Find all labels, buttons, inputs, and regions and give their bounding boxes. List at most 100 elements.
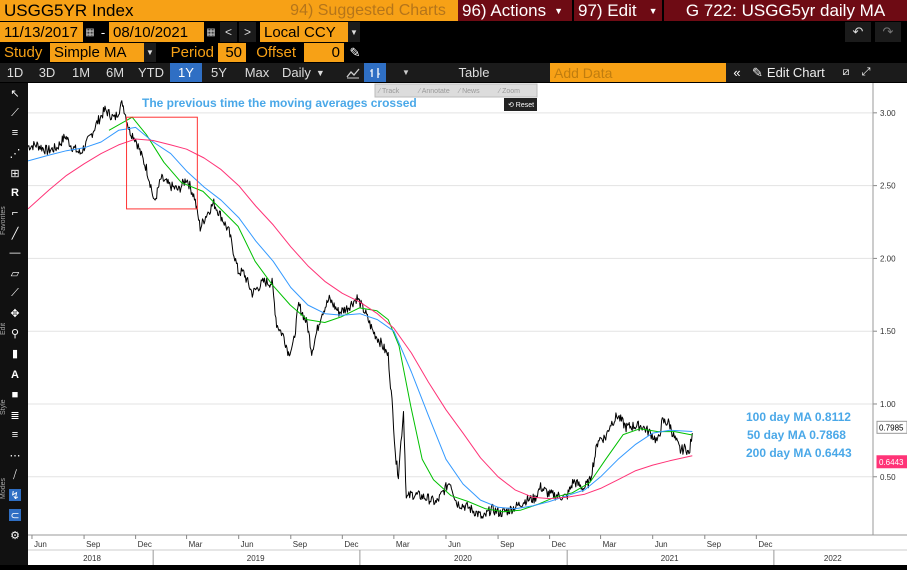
trend-icon[interactable]: ⋰ bbox=[9, 147, 21, 160]
period-field[interactable]: 50 bbox=[218, 43, 246, 62]
move-icon[interactable]: ✥ bbox=[10, 307, 20, 320]
start-date-field[interactable]: 11/13/2017 bbox=[0, 22, 83, 42]
chart-settings-icon[interactable]: ⧄ bbox=[842, 66, 850, 78]
period-tab-max[interactable]: Max bbox=[244, 65, 270, 80]
annotate-mode-icon[interactable]: ⊂ bbox=[9, 509, 21, 522]
date-back-button[interactable]: < bbox=[220, 22, 237, 42]
chart-title: G 722: USGG5yr daily MA bbox=[664, 0, 907, 21]
suggested-charts-button[interactable]: 94) Suggested Charts bbox=[278, 0, 458, 21]
ruler-icon[interactable]: ⟋ bbox=[11, 286, 19, 299]
reset-button-bg bbox=[504, 98, 537, 111]
series-line-2 bbox=[27, 126, 693, 510]
last-value-tag-bg bbox=[876, 455, 907, 469]
mini-toolbar-zoom: ⁄ Zoom bbox=[497, 88, 520, 95]
redo-icon[interactable]: ↷ bbox=[875, 22, 901, 42]
chart-svg: 0.50 1.00 1.50 2.00 2.50 3.00 Jun Sep Dec Mar Jun S… bbox=[27, 83, 907, 565]
slash-icon[interactable]: ⧸ bbox=[13, 468, 17, 481]
mini-toolbar-track: ⁄ Track bbox=[377, 88, 400, 95]
x-tick-label: Jun bbox=[241, 540, 254, 549]
actions-menu[interactable]: 96) Actions ▼ bbox=[458, 0, 572, 21]
trash-icon[interactable]: ▮ bbox=[11, 347, 19, 360]
text-icon[interactable]: A bbox=[11, 369, 19, 381]
expand-icon[interactable]: ⤢ bbox=[861, 66, 871, 78]
add-data-field[interactable]: Add Data bbox=[550, 63, 726, 82]
edit-chart-button[interactable]: ✎ Edit Chart bbox=[748, 63, 836, 82]
currency-select[interactable]: Local CCY bbox=[260, 22, 348, 42]
style-section-label: Style bbox=[0, 399, 7, 415]
start-calendar-icon[interactable]: ▦ bbox=[85, 26, 95, 38]
horizontal-line-icon[interactable]: — bbox=[9, 247, 21, 259]
mini-toolbar-bg bbox=[374, 83, 538, 98]
security-field[interactable]: USGG5YR Index bbox=[0, 0, 278, 21]
date-separator: - bbox=[100, 24, 106, 40]
cursor-icon[interactable]: ↖ bbox=[10, 87, 20, 100]
channel-icon[interactable]: ▱ bbox=[10, 267, 20, 280]
last-value-tag-bg bbox=[876, 420, 907, 434]
date-forward-button[interactable]: > bbox=[239, 22, 256, 42]
security-ticker: USGG5YR Index bbox=[4, 0, 134, 20]
edit-menu[interactable]: 97) Edit ▼ bbox=[574, 0, 662, 21]
add-data-placeholder: Add Data bbox=[554, 64, 613, 81]
fill-icon[interactable]: ■ bbox=[11, 389, 19, 401]
period-tab-6m[interactable]: 6M bbox=[105, 65, 125, 80]
period-tab-1m[interactable]: 1M bbox=[71, 65, 91, 80]
chart-panel[interactable]: 0.50 1.00 1.50 2.00 2.50 3.00 Jun Sep Dec Mar Jun S… bbox=[27, 83, 907, 565]
series-line-0 bbox=[27, 100, 693, 519]
pencil-icon[interactable]: ✎ bbox=[349, 44, 361, 60]
x-year-label: 2018 bbox=[83, 554, 101, 563]
y-tick-label: 2.00 bbox=[880, 254, 896, 263]
period-tab-1y[interactable]: 1Y bbox=[170, 63, 202, 82]
currency-dropdown-icon[interactable]: ▼ bbox=[348, 22, 360, 42]
actions-dropdown-icon: ▼ bbox=[554, 5, 564, 16]
brush-icon[interactable]: ⌐ bbox=[11, 207, 19, 219]
period-tab-3d[interactable]: 3D bbox=[38, 65, 56, 80]
study-select[interactable]: Simple MA bbox=[50, 43, 144, 62]
line-chart-icon[interactable] bbox=[342, 63, 364, 82]
favorites-section-label: Favorites bbox=[0, 206, 7, 235]
draw-line-icon[interactable]: ⟋ bbox=[11, 106, 19, 119]
period-tab-5y[interactable]: 5Y bbox=[211, 65, 227, 80]
collapse-icon[interactable]: « bbox=[733, 65, 741, 80]
edit-chart-pencil-icon: ✎ bbox=[752, 64, 763, 80]
frequency-value: Daily bbox=[282, 65, 311, 80]
last-value-tag: 0.6443 bbox=[879, 458, 904, 467]
undo-icon[interactable]: ↶ bbox=[845, 22, 871, 42]
dash-style-icon[interactable]: ⋯ bbox=[9, 449, 21, 462]
bar-chart-icon[interactable] bbox=[364, 63, 386, 82]
period-tab-1d[interactable]: 1D bbox=[6, 65, 24, 80]
frequency-select[interactable]: Daily ▼ bbox=[278, 63, 338, 82]
ma-legend-label: 50 day MA 0.7868 bbox=[747, 428, 846, 442]
edit-dropdown-icon: ▼ bbox=[648, 5, 658, 16]
edit-chart-label: Edit Chart bbox=[766, 65, 825, 80]
reset-button: ⟲ Reset bbox=[508, 102, 534, 109]
line-style-icon[interactable]: ≡ bbox=[11, 429, 19, 441]
line-width-icon[interactable]: ≣ bbox=[10, 409, 20, 422]
pen-icon[interactable]: ╱ bbox=[11, 227, 19, 240]
period-tab-ytd[interactable]: YTD bbox=[138, 65, 164, 80]
track-mode-icon[interactable]: ↯ bbox=[9, 489, 21, 502]
end-calendar-icon[interactable]: ▦ bbox=[206, 26, 216, 38]
crossover-annotation: The previous time the moving averages cr… bbox=[142, 96, 417, 110]
chart-title-text: G 722: USGG5yr daily MA bbox=[685, 0, 886, 20]
table-button[interactable]: Table bbox=[424, 63, 524, 82]
x-tick-label: Sep bbox=[707, 540, 722, 549]
end-date-field[interactable]: 08/10/2021 bbox=[109, 22, 204, 42]
currency-value: Local CCY bbox=[264, 23, 336, 41]
chart-type-dropdown-icon[interactable]: ▼ bbox=[402, 68, 410, 77]
start-date-value: 11/13/2017 bbox=[4, 23, 78, 41]
x-tick-label: Dec bbox=[138, 540, 152, 549]
study-toolbar: Study Simple MA ▼ Period 50 Offset 0 ✎ bbox=[0, 43, 907, 62]
r-tool-icon[interactable]: R bbox=[11, 187, 19, 199]
eyedropper-icon[interactable]: ⚲ bbox=[10, 327, 20, 340]
offset-label: Offset bbox=[256, 44, 296, 61]
period-toolbar: 1D 3D 1M 6M YTD 1Y 5Y Max Daily ▼ ▼ Table Add Da… bbox=[0, 63, 907, 82]
ma-legend-label: 200 day MA 0.6443 bbox=[746, 446, 852, 460]
edit-section-label: Edit bbox=[0, 322, 7, 335]
x-tick-label: Mar bbox=[396, 540, 410, 549]
retracement-icon[interactable]: ⊞ bbox=[10, 167, 20, 180]
gear-icon[interactable]: ⚙ bbox=[10, 529, 20, 542]
study-dropdown-icon[interactable]: ▼ bbox=[144, 43, 156, 62]
multi-line-icon[interactable]: ≡ bbox=[11, 127, 19, 139]
actions-label: 96) Actions bbox=[462, 0, 547, 20]
offset-field[interactable]: 0 bbox=[304, 43, 344, 62]
